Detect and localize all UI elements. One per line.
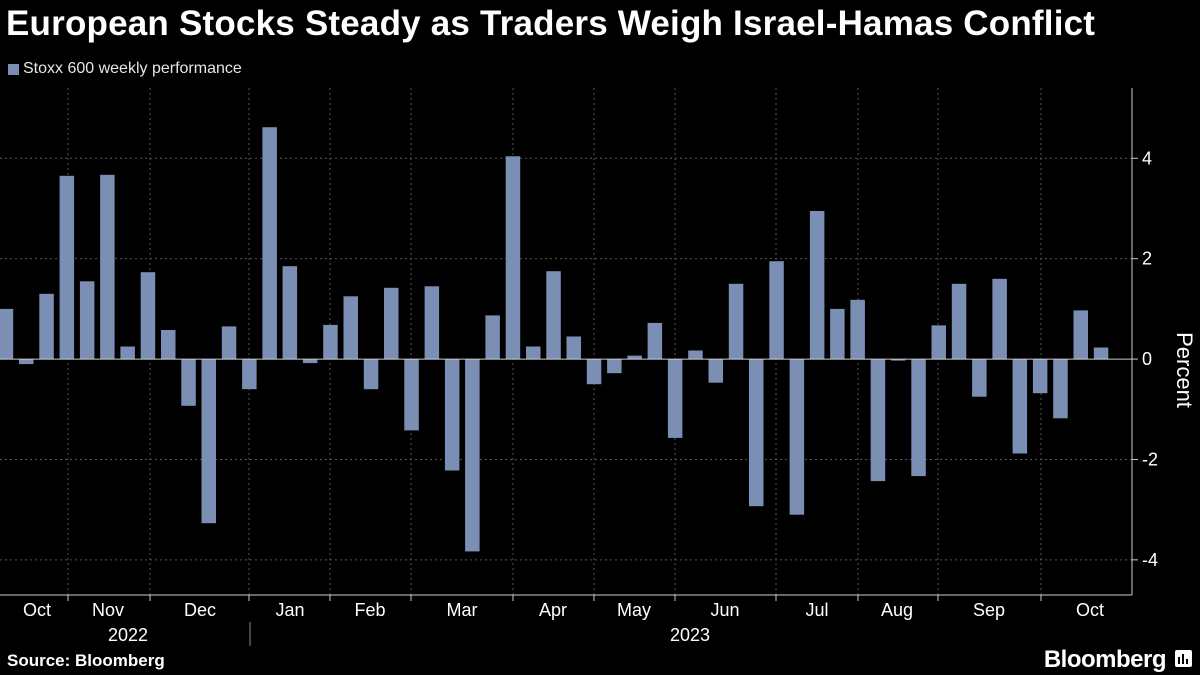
bar	[789, 359, 805, 515]
bar	[201, 359, 216, 524]
x-tick-label: Aug	[881, 600, 913, 620]
bar	[992, 278, 1007, 360]
bar	[404, 359, 419, 431]
bar	[809, 211, 825, 360]
bar	[59, 175, 75, 359]
bar	[891, 359, 906, 361]
x-tick-label: Oct	[1076, 600, 1104, 620]
x-tick-label: Mar	[447, 600, 478, 620]
bar	[485, 315, 500, 360]
bar	[100, 174, 115, 359]
bar	[1073, 310, 1088, 360]
bar	[505, 156, 521, 360]
bar	[424, 286, 440, 360]
y-tick-label: 0	[1142, 349, 1152, 369]
bar	[951, 283, 967, 360]
bar	[769, 261, 784, 360]
bar	[1053, 359, 1068, 419]
bar	[363, 359, 379, 390]
bloomberg-chart-icon	[1175, 650, 1192, 667]
bar	[546, 271, 561, 359]
bar	[161, 330, 176, 360]
x-tick-label: Jul	[805, 600, 828, 620]
y-axis-label: Percent	[1172, 332, 1197, 408]
bar	[728, 283, 744, 360]
bar	[647, 322, 663, 359]
bar	[242, 359, 257, 390]
bar	[1032, 359, 1048, 394]
bar	[830, 308, 845, 360]
bar	[749, 359, 764, 507]
y-tick-label: 4	[1142, 148, 1152, 168]
bar	[262, 127, 277, 360]
x-tick-label: Oct	[23, 600, 51, 620]
axes: -4 -2 0 2 4 Oct Nov Dec Jan Feb Mar Apr May Jun Jul Aug…	[0, 88, 1197, 646]
bar	[526, 346, 541, 359]
bar	[384, 287, 399, 360]
bar	[140, 272, 156, 359]
bloomberg-logo: Bloomberg	[1043, 646, 1167, 673]
bars	[0, 127, 1109, 552]
bar	[586, 359, 602, 385]
source-note: Source: Bloomberg	[7, 651, 165, 670]
bar	[343, 296, 358, 359]
bar	[566, 336, 581, 360]
x-tick-label: May	[617, 600, 651, 620]
legend-swatch	[8, 63, 19, 75]
bar	[181, 359, 196, 406]
bar	[120, 346, 135, 359]
bar	[931, 325, 946, 359]
bar	[302, 359, 318, 364]
x-tick-label: Apr	[539, 600, 567, 620]
x-tick-label: Dec	[184, 600, 216, 620]
bar	[667, 359, 683, 438]
bar	[1093, 347, 1109, 359]
legend-label: Stoxx 600 weekly performance	[23, 60, 242, 77]
x-tick-label: Nov	[92, 600, 124, 620]
y-tick-label: -2	[1142, 449, 1158, 469]
bar	[688, 350, 703, 359]
bar	[221, 326, 237, 359]
bar	[19, 359, 34, 365]
bar	[708, 359, 723, 383]
bar	[444, 359, 460, 471]
bar	[0, 308, 14, 360]
bar	[39, 293, 54, 360]
gridlines	[0, 88, 1132, 595]
legend: Stoxx 600 weekly performance	[8, 60, 242, 78]
x-tick-label: Jan	[275, 600, 304, 620]
year-label: 2022	[108, 625, 148, 645]
chart-title: European Stocks Steady as Traders Weigh …	[6, 4, 1096, 43]
x-tick-label: Sep	[973, 600, 1005, 620]
x-tick-label: Feb	[354, 600, 385, 620]
y-tick-label: 2	[1142, 249, 1152, 269]
bar	[607, 359, 622, 374]
bar	[870, 359, 886, 482]
bar	[323, 324, 338, 359]
x-tick-label: Jun	[710, 600, 739, 620]
bar	[1012, 359, 1028, 454]
bar	[850, 299, 865, 359]
bar	[627, 355, 642, 360]
year-label: 2023	[670, 625, 710, 645]
y-tick-label: -4	[1142, 550, 1158, 570]
bar	[972, 359, 987, 397]
bar	[79, 281, 95, 360]
bar	[282, 266, 298, 360]
bar	[465, 359, 480, 552]
bar	[911, 359, 926, 477]
